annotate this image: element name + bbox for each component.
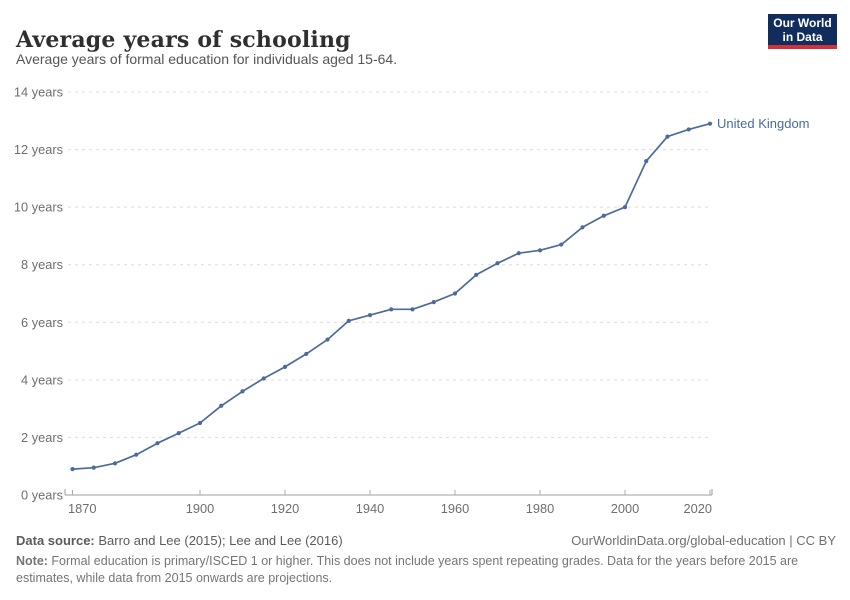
data-point	[70, 466, 75, 472]
data-point	[516, 251, 521, 256]
data-point	[601, 213, 606, 218]
data-point	[240, 389, 245, 394]
data-point	[622, 205, 628, 210]
owid-logo[interactable]: Our World in Data	[768, 14, 837, 49]
data-point	[580, 225, 585, 230]
data-point	[389, 307, 394, 312]
data-point	[112, 461, 118, 466]
chart-subtitle: Average years of formal education for in…	[16, 51, 398, 67]
data-point	[176, 431, 181, 436]
data-point	[346, 318, 351, 323]
data-point	[431, 300, 436, 305]
y-tick-label: 0 years	[21, 488, 63, 503]
data-point	[707, 121, 713, 126]
y-tick-label: 4 years	[21, 372, 63, 387]
data-point	[686, 127, 691, 132]
series-end-label: United Kingdom	[717, 116, 810, 131]
note-text: Formal education is primary/ISCED 1 or h…	[16, 554, 799, 586]
data-source: Data source: Barro and Lee (2015); Lee a…	[16, 533, 343, 548]
note-label: Note:	[16, 554, 48, 568]
data-point	[134, 452, 139, 457]
data-point	[155, 441, 160, 446]
data-source-label: Data source:	[16, 533, 95, 548]
data-point	[665, 134, 670, 139]
y-tick-label: 8 years	[21, 257, 63, 272]
data-point	[474, 272, 479, 277]
data-point	[367, 312, 373, 318]
data-point	[644, 158, 649, 164]
data-point	[537, 248, 543, 253]
data-point	[219, 403, 224, 408]
x-tick-label: 1920	[271, 501, 299, 516]
x-tick-label: 1960	[441, 501, 469, 516]
data-point	[410, 307, 415, 312]
chart-note: Note: Formal education is primary/ISCED …	[16, 553, 840, 588]
data-point	[261, 376, 266, 381]
x-tick-label: 1940	[356, 501, 384, 516]
data-point	[495, 261, 500, 266]
data-point	[282, 364, 288, 370]
data-source-text: Barro and Lee (2015); Lee and Lee (2016)	[94, 533, 343, 548]
x-tick-label: 2000	[611, 501, 639, 516]
owid-logo-line1: Our World	[773, 15, 832, 30]
x-tick-label: 1870	[68, 501, 96, 516]
page-title: Average years of schooling	[16, 26, 351, 53]
data-point	[197, 420, 203, 426]
x-tick-label: 1900	[186, 501, 214, 516]
data-point	[452, 291, 458, 296]
y-tick-label: 10 years	[14, 200, 63, 215]
chart-footer: Data source: Barro and Lee (2015); Lee a…	[16, 533, 836, 548]
x-tick-label: 2020	[684, 501, 712, 516]
data-point	[559, 242, 564, 247]
data-point	[325, 337, 330, 342]
owid-logo-line2: in Data	[782, 29, 823, 44]
y-tick-label: 6 years	[21, 315, 63, 330]
series-line	[71, 122, 711, 470]
y-tick-label: 2 years	[21, 430, 63, 445]
x-tick-label: 1980	[526, 501, 554, 516]
owid-url-link[interactable]: OurWorldinData.org/global-education | CC…	[571, 533, 836, 548]
data-point	[304, 351, 309, 357]
y-tick-label: 12 years	[14, 142, 63, 157]
y-tick-label: 14 years	[14, 85, 63, 100]
data-point	[91, 465, 96, 470]
